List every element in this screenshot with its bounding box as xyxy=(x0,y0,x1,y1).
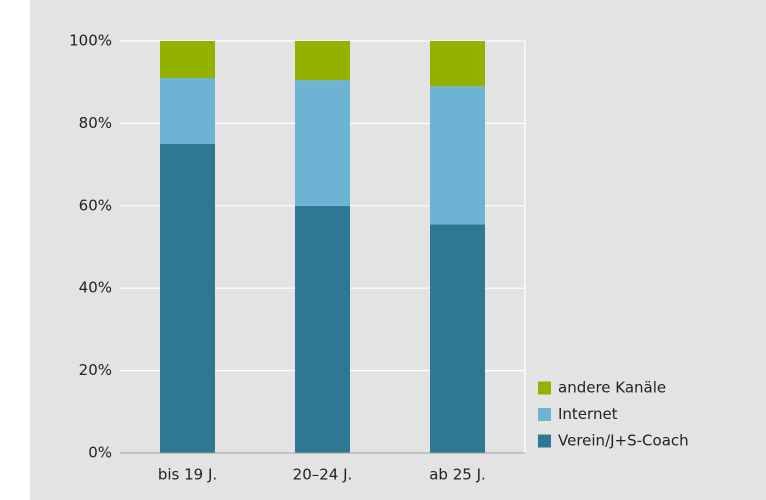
bar-segment xyxy=(160,78,215,144)
legend-swatch xyxy=(538,434,551,448)
bar-segment xyxy=(295,80,350,206)
legend-swatch xyxy=(538,408,551,421)
x-tick-label: bis 19 J. xyxy=(158,466,217,484)
bar-segment xyxy=(295,205,350,453)
bar-segment xyxy=(430,86,485,225)
bar-segment xyxy=(295,41,350,81)
y-tick-label: 100% xyxy=(69,32,112,50)
y-tick-label: 20% xyxy=(79,361,112,379)
bar-segment xyxy=(430,224,485,453)
y-tick-label: 80% xyxy=(79,114,112,132)
legend-swatch xyxy=(538,381,551,395)
legend-label: Verein/J+S-Coach xyxy=(558,432,689,450)
legend-label: Internet xyxy=(558,405,618,423)
bar-segment xyxy=(160,41,215,79)
chart-background xyxy=(30,0,766,500)
legend-label: andere Kanäle xyxy=(558,379,666,397)
y-tick-label: 0% xyxy=(88,444,112,462)
x-tick-label: ab 25 J. xyxy=(429,466,486,484)
y-tick-label: 60% xyxy=(79,196,112,214)
bar-segment xyxy=(430,41,485,87)
bar-segment xyxy=(160,144,215,453)
x-tick-label: 20–24 J. xyxy=(293,466,353,484)
y-tick-label: 40% xyxy=(79,279,112,297)
